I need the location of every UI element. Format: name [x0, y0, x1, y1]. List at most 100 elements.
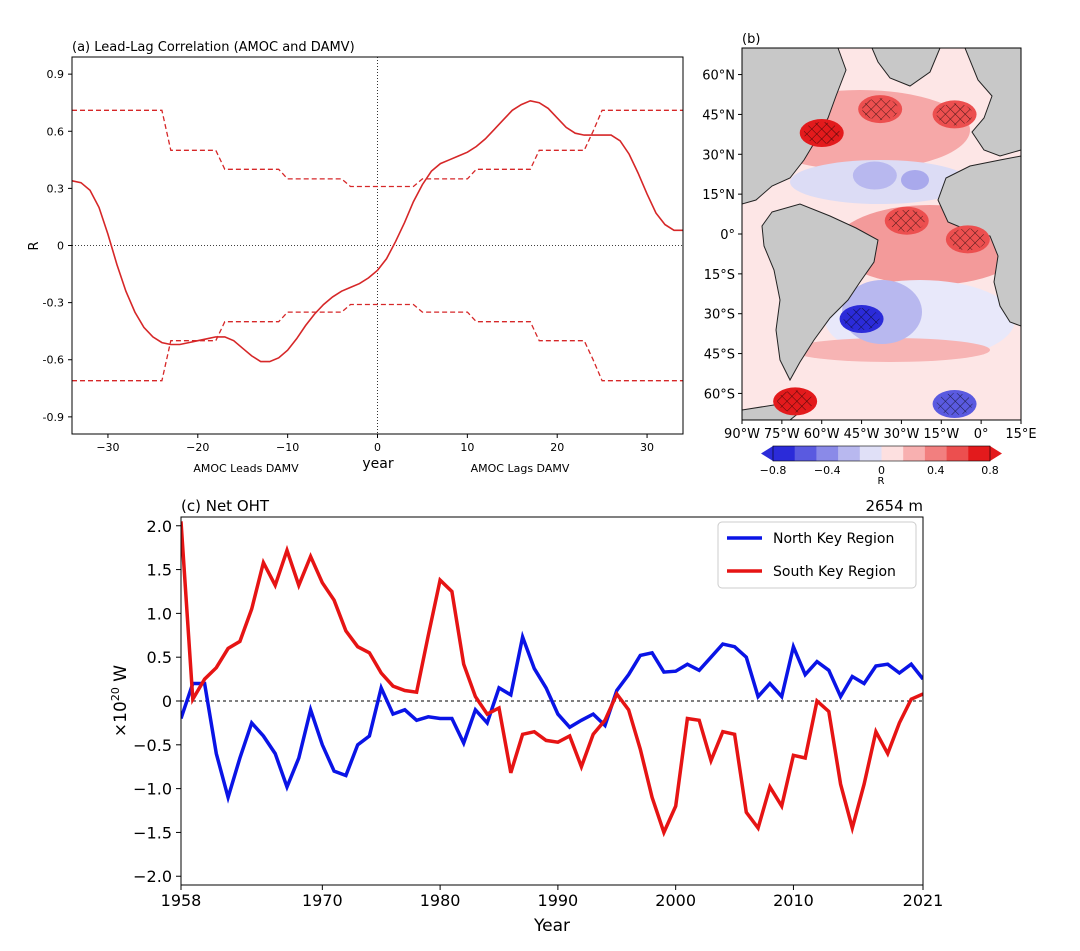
panel-c-y-tick-label: −1.0 — [133, 780, 172, 799]
panel-a-plot-area — [72, 57, 683, 434]
panel-a-x-tick-label: 20 — [550, 441, 564, 454]
panel-c-y-tick-label: −1.5 — [133, 823, 172, 842]
panel-c-x-tick-label: 2021 — [903, 891, 944, 910]
lat-tick-label: 0° — [720, 228, 735, 243]
panel-c-y-ticks: 2.0 1.5 1.0 0.5 0 −0.5 −1.0 −1.5 −2.0 — [133, 517, 181, 886]
panel-c-y-tick-label: 0.5 — [147, 648, 172, 667]
panel-a-x-tick-label: 10 — [460, 441, 474, 454]
colorbar-tick-label: 0 — [878, 464, 885, 477]
hatch-southern-ocean-positive — [777, 390, 814, 413]
land-masses — [742, 48, 1021, 420]
panel-c-y-tick-label: 1.0 — [147, 604, 172, 623]
panel-c-legend: North Key Region South Key Region — [717, 521, 917, 589]
south-america — [761, 203, 879, 382]
lat-tick-label: 45°N — [702, 108, 735, 123]
legend-box — [717, 521, 917, 589]
colorbar-tick-label: −0.8 — [760, 464, 787, 477]
panel-a-x-tick-label: 30 — [640, 441, 654, 454]
europe — [964, 48, 1021, 157]
panel-a-y-tick-label: 0.9 — [47, 68, 65, 81]
panel-c-x-tick-label: 1990 — [538, 891, 579, 910]
hatch-south-west-negative — [843, 308, 880, 331]
panel-a-x-tick-label: −10 — [276, 441, 299, 454]
lon-tick-label: 60°W — [804, 427, 840, 442]
colorbar-segment — [881, 446, 904, 461]
colorbar-segment — [946, 446, 969, 461]
panel-a-y-tick-label: -0.3 — [43, 297, 64, 310]
panel-a-x-ticks: −30 −20 −10 0 10 20 30 — [96, 434, 654, 454]
colorbar-segment — [903, 446, 926, 461]
panel-c-y-axis-label: ×1020 W — [109, 665, 131, 737]
lon-tick-label: 75°W — [764, 427, 800, 442]
lon-tick-label: 15°E — [1005, 427, 1036, 442]
panel-a-annotation-lags: AMOC Lags DAMV — [471, 462, 570, 475]
panel-b-colorbar-label: R — [878, 476, 885, 487]
colorbar-segment — [794, 446, 817, 461]
panel-c-plot-area — [181, 521, 923, 838]
panel-c-series-north — [181, 630, 923, 804]
panel-c-y-tick-label: 1.5 — [147, 561, 172, 580]
panel-a-lower-significance-line — [72, 303, 683, 382]
panel-a-annotation-leads: AMOC Leads DAMV — [193, 462, 299, 475]
panel-b-title: (b) — [742, 32, 760, 47]
panel-a-y-axis-label: R — [27, 241, 42, 250]
hatch-north-atlantic-positive — [862, 98, 899, 121]
panel-b-lon-ticks: 90°W 75°W 60°W 45°W 30°W 15°W 0° 15°E — [724, 420, 1037, 442]
panel-c-x-axis-label: Year — [533, 916, 570, 936]
panel-a-title: (a) Lead-Lag Correlation (AMOC and DAMV) — [72, 40, 355, 55]
panel-b-lat-ticks: 60°N 45°N 30°N 15°N 0° 15°S 30°S 45°S 60°S — [702, 69, 742, 402]
panel-a-y-tick-label: 0.3 — [47, 182, 65, 195]
colorbar-min-extend — [761, 446, 773, 461]
panel-a-upper-significance-line — [72, 109, 683, 188]
hatch-south-east-negative — [936, 393, 973, 416]
panel-b: (b) 60°N 45°N 30°N 15°N 0° — [702, 32, 1036, 487]
colorbar-tick-label: 0.4 — [927, 464, 945, 477]
panel-b-map — [742, 48, 1021, 420]
hatch-tropical-positive — [888, 209, 925, 232]
panel-b-regions — [773, 95, 990, 419]
colorbar-segment — [859, 446, 882, 461]
panel-c-y-tick-label: −0.5 — [133, 736, 172, 755]
greenland — [871, 48, 941, 87]
legend-label-north: North Key Region — [773, 531, 894, 547]
colorbar-segment — [838, 446, 861, 461]
lat-tick-label: 30°N — [702, 148, 735, 163]
panel-c-x-tick-label: 1958 — [161, 891, 202, 910]
colorbar-segment — [968, 446, 991, 461]
colorbar-segment — [773, 446, 796, 461]
colorbar-segment — [924, 446, 948, 461]
panel-a-y-ticks: 0.9 0.6 0.3 0 -0.3 -0.6 -0.9 — [43, 68, 72, 424]
panel-c-depth-label: 2654 m — [865, 497, 923, 515]
panel-c-series-south — [181, 521, 923, 838]
panel-c-x-tick-label: 2010 — [773, 891, 814, 910]
lon-tick-label: 15°W — [923, 427, 959, 442]
lat-tick-label: 45°S — [704, 348, 735, 363]
colorbar-max-extend — [990, 446, 1002, 461]
panel-a-x-tick-label: −30 — [96, 441, 119, 454]
colorbar-segment — [816, 446, 839, 461]
hatch-north-east-positive — [936, 103, 973, 126]
hatch-labrador-positive — [803, 122, 840, 145]
panel-a: (a) Lead-Lag Correlation (AMOC and DAMV)… — [27, 40, 684, 475]
lon-tick-label: 0° — [974, 427, 989, 442]
hatch-gulf-of-guinea-positive — [949, 228, 986, 251]
panel-b-colorbar — [761, 445, 1002, 462]
south-atlantic-red-band — [790, 338, 990, 362]
panel-c-x-ticks: 1958 1970 1980 1990 2000 2010 2021 — [161, 885, 944, 910]
panel-c-y-tick-label: 2.0 — [147, 517, 172, 536]
panel-c-x-tick-label: 2000 — [655, 891, 696, 910]
colorbar-frame — [772, 445, 991, 462]
panel-a-x-tick-label: −20 — [186, 441, 209, 454]
panel-c-y-tick-label: 0 — [162, 692, 172, 711]
lon-tick-label: 45°W — [844, 427, 880, 442]
panel-c-y-tick-label: −2.0 — [133, 867, 172, 886]
panel-c: (c) Net OHT 2654 m 1958 1970 1980 1990 2000 2… — [109, 497, 943, 936]
lat-tick-label: 60°S — [704, 387, 735, 402]
north-america — [742, 48, 847, 205]
lon-tick-label: 30°W — [883, 427, 919, 442]
lat-tick-label: 15°N — [702, 188, 735, 203]
panel-a-correlation-line — [72, 99, 683, 363]
panel-c-x-tick-label: 1980 — [420, 891, 461, 910]
panel-c-x-tick-label: 1970 — [302, 891, 343, 910]
